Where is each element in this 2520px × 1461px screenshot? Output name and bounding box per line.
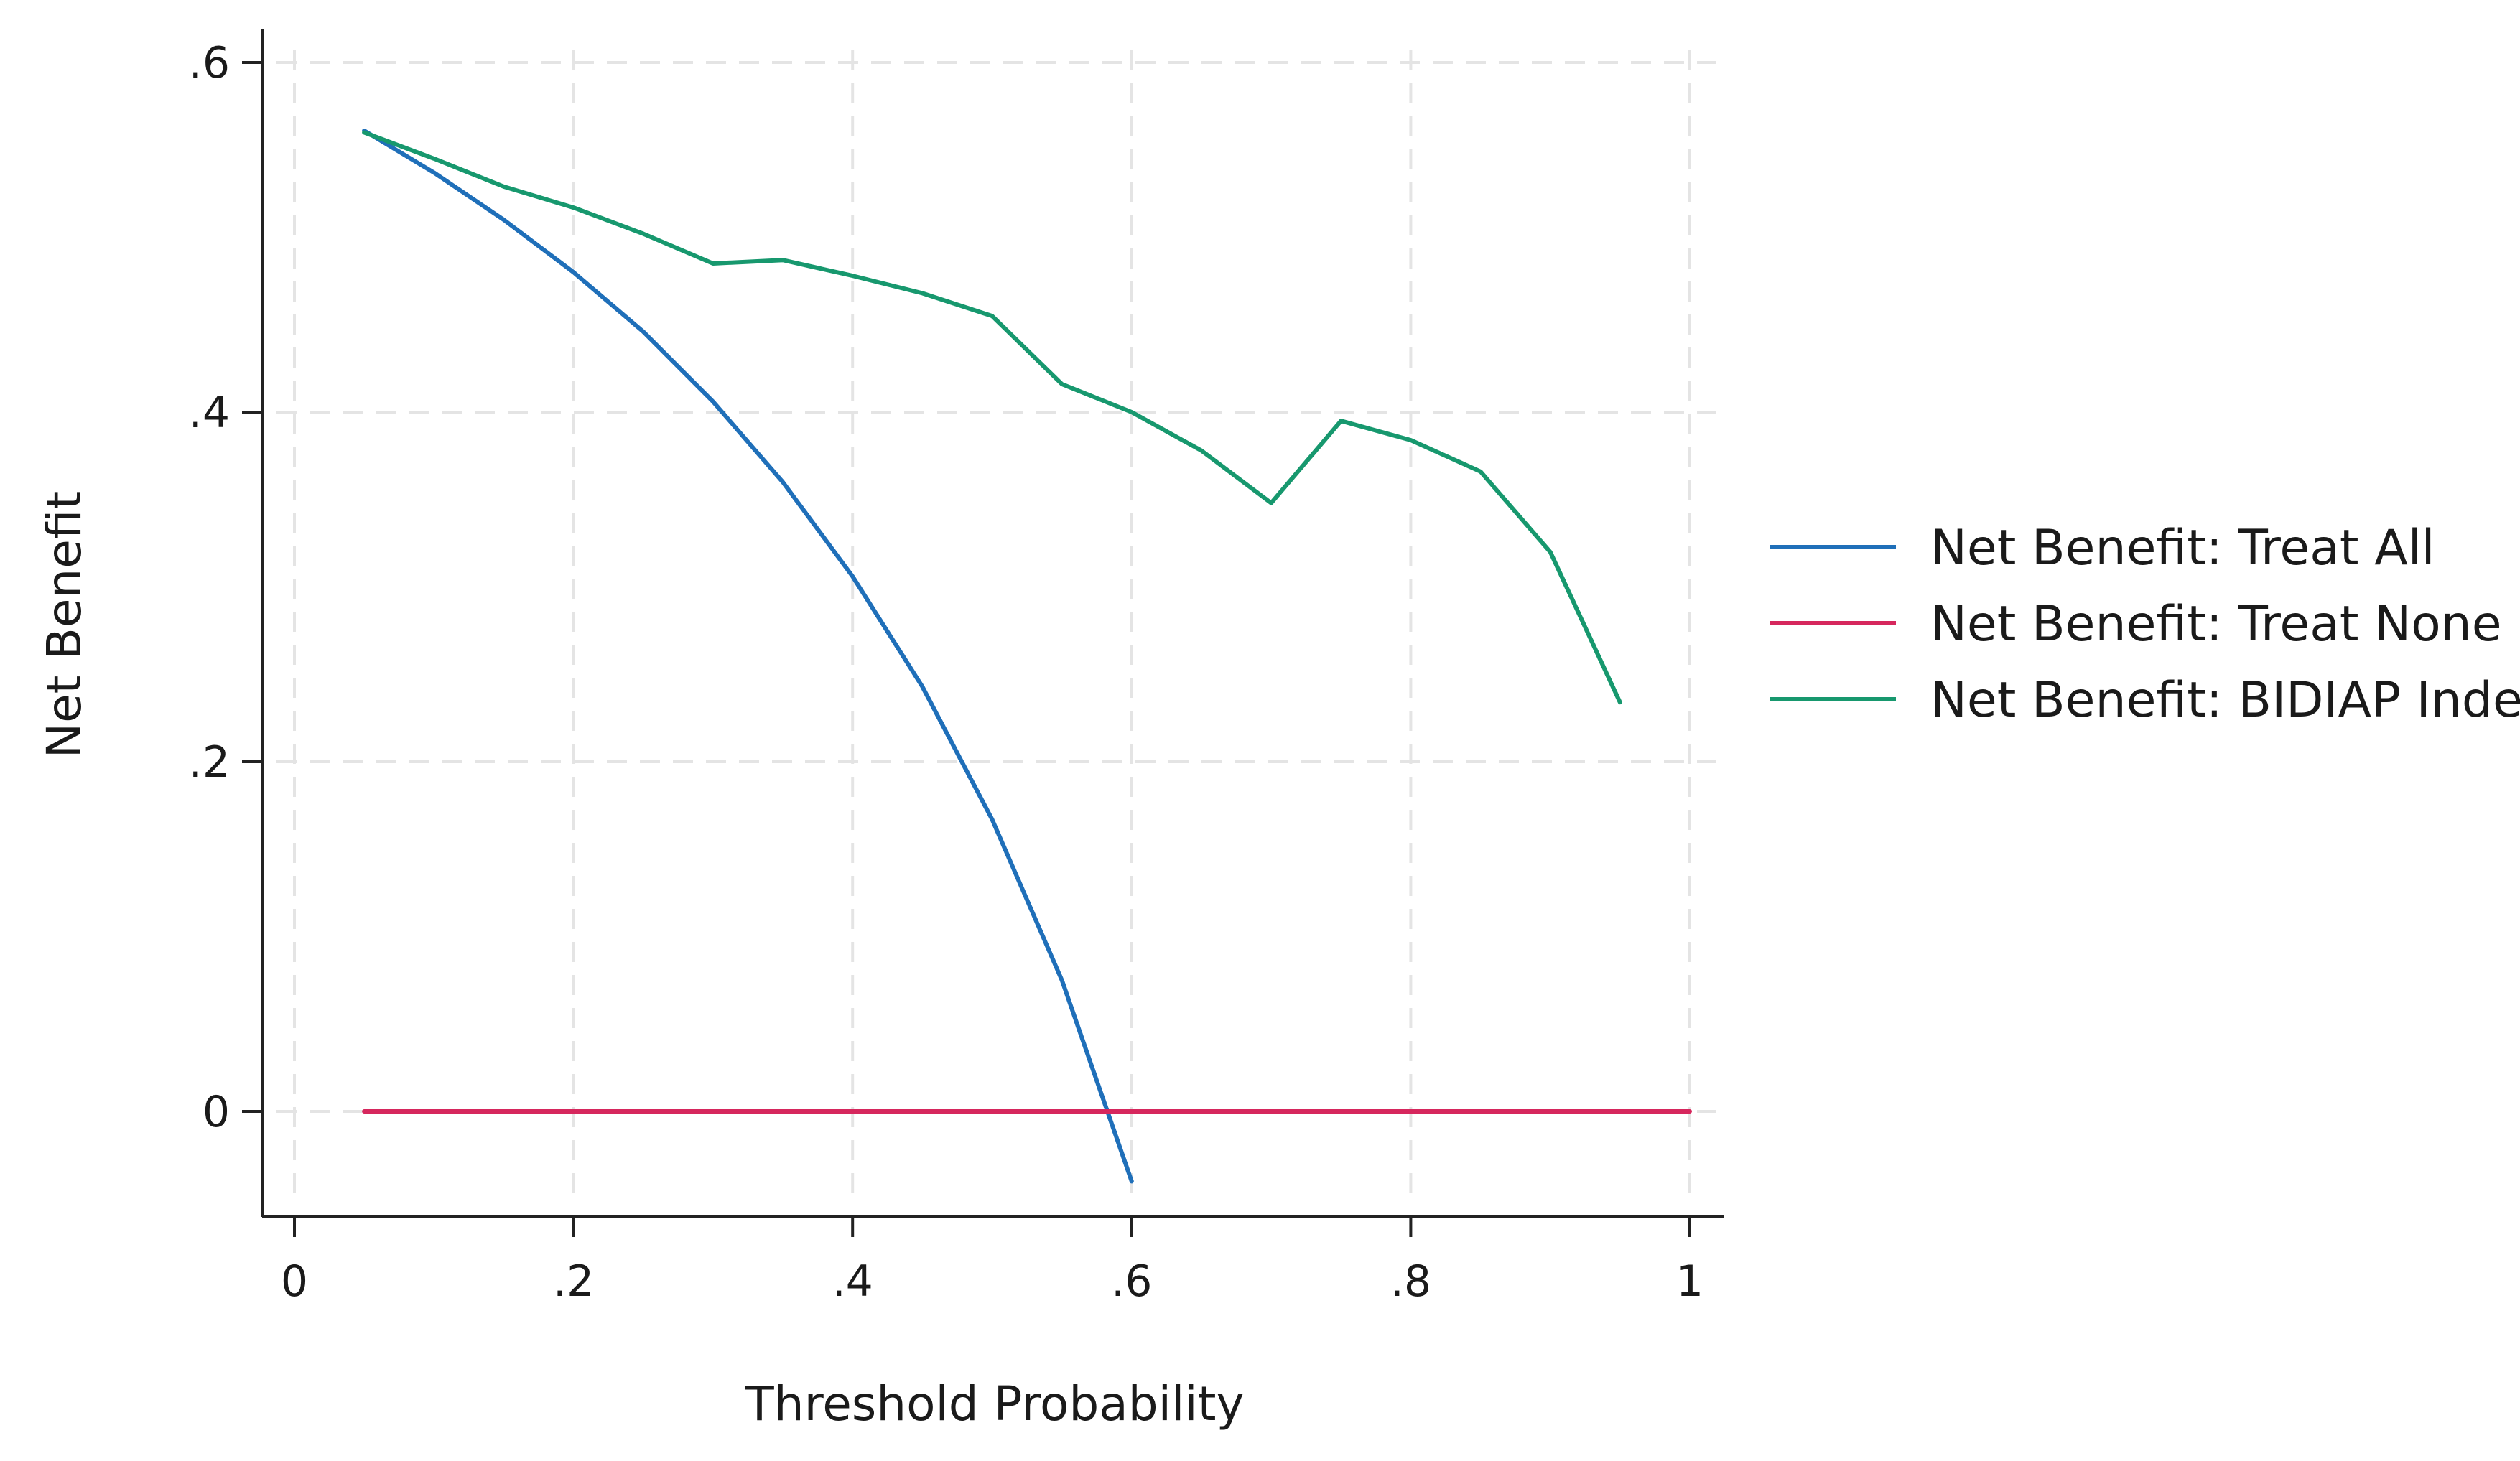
grid-lines: [276, 50, 1716, 1203]
x-tick-label: 0: [281, 1256, 308, 1307]
x-tick-label: .2: [553, 1256, 594, 1307]
x-tick-label: .4: [832, 1256, 873, 1307]
x-tick-label: .6: [1111, 1256, 1152, 1307]
x-tick-label: .8: [1390, 1256, 1431, 1307]
y-axis-title: Net Benefit: [37, 491, 92, 759]
legend-label: Net Benefit: BIDIAP Index: [1930, 672, 2520, 729]
y-tick-label: 0: [203, 1087, 230, 1137]
legend: Net Benefit: Treat All Net Benefit: Treat…: [1770, 520, 2520, 729]
y-tick-label: .4: [189, 388, 230, 438]
series-line-1: [362, 129, 1134, 1184]
series-lines: [362, 129, 1692, 1184]
series-line-3: [362, 130, 1622, 705]
x-axis-title: Threshold Probability: [744, 1376, 1244, 1432]
x-tick-label: 1: [1676, 1256, 1703, 1307]
axes: 0 .2 .4 .6 .8 1 0 .2 .4 .6: [189, 29, 1724, 1307]
y-tick-label: .6: [189, 38, 230, 88]
legend-label: Net Benefit: Treat None: [1930, 596, 2502, 653]
y-tick-label: .2: [189, 737, 230, 788]
legend-label: Net Benefit: Treat All: [1930, 520, 2435, 577]
